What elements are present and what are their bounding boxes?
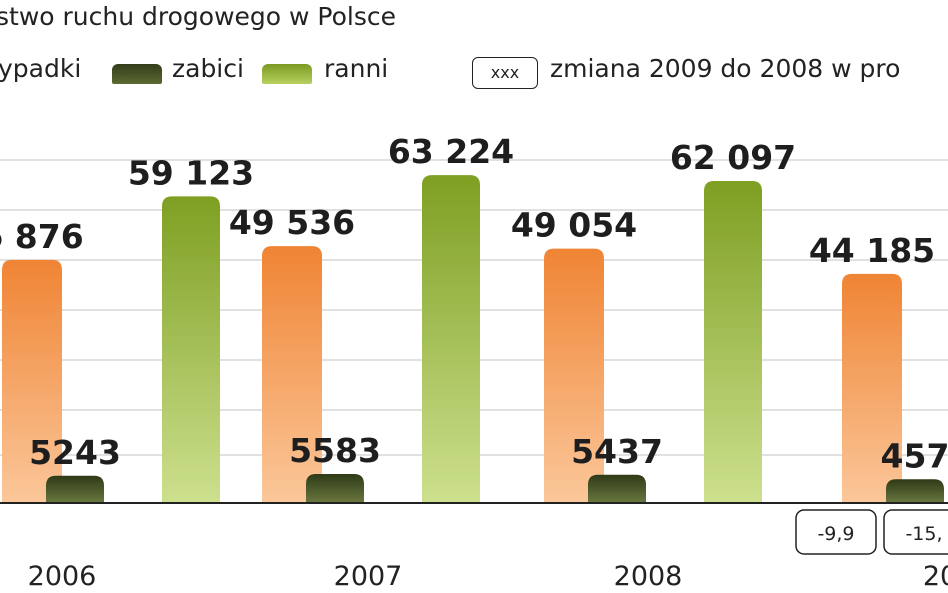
legend-change-box: xxx: [472, 57, 538, 89]
bar-ranni-2007: [422, 175, 480, 503]
value-label-ranni-2008: 62 097: [670, 138, 796, 177]
change-value-1: -15,: [905, 523, 942, 545]
value-label-ranni-2007: 63 224: [388, 132, 514, 171]
bar-ranni-2008: [704, 180, 762, 503]
chart-title: stwo ruchu drogowego w Polsce: [0, 2, 396, 31]
bar-wypadki-2006: [2, 259, 62, 503]
change-value-0: -9,9: [817, 523, 854, 545]
x-tick-label-2006: 2006: [28, 561, 97, 592]
value-label-wypadki-2007: 49 536: [229, 203, 355, 242]
bars: [2, 175, 944, 503]
value-label-zabici-2008: 5437: [571, 432, 663, 471]
bar-zabici-2008: [588, 474, 646, 503]
x-tick-labels: 2006 2007 2008 20: [28, 561, 948, 592]
change-boxes: -9,9 -15,: [795, 509, 948, 555]
legend-swatch-ranni: [262, 64, 312, 84]
bar-zabici-2009: [886, 479, 944, 503]
value-label-wypadki-2006: 6 876: [0, 217, 84, 256]
legend-swatch-zabici: [112, 64, 162, 84]
bar-zabici-2007: [306, 474, 364, 503]
legend-change-text: zmiana 2009 do 2008 w pro: [550, 54, 901, 83]
legend-label-zabici: zabici: [172, 54, 244, 83]
x-tick-label-2008: 2008: [614, 561, 683, 592]
value-label-wypadki-2009: 44 185: [809, 231, 935, 270]
legend-label-ranni: ranni: [324, 54, 389, 83]
legend-label-wypadki: ypadki: [0, 54, 82, 83]
value-label-ranni-2006: 59 123: [128, 153, 254, 192]
change-box-1: [883, 509, 948, 555]
value-label-zabici-2006: 5243: [29, 433, 121, 472]
value-label-wypadki-2008: 49 054: [511, 206, 637, 245]
change-box-0: [795, 509, 877, 555]
legend: ypadki zabici ranni xxx zmiana 2009 do 2…: [0, 52, 948, 89]
bar-zabici-2006: [46, 475, 104, 503]
x-tick-label-2009: 20: [923, 561, 948, 592]
bar-wypadki-2007: [262, 246, 322, 503]
bar-ranni-2006: [162, 196, 220, 503]
bar-wypadki-2009: [842, 273, 902, 503]
bar-wypadki-2008: [544, 248, 604, 503]
value-labels: 6 876 5243 59 123 49 536 5583 63 224 49 054 543…: [0, 132, 948, 475]
x-tick-label-2007: 2007: [334, 561, 403, 592]
value-label-zabici-2009: 457: [881, 436, 948, 475]
value-label-zabici-2007: 5583: [289, 431, 381, 470]
